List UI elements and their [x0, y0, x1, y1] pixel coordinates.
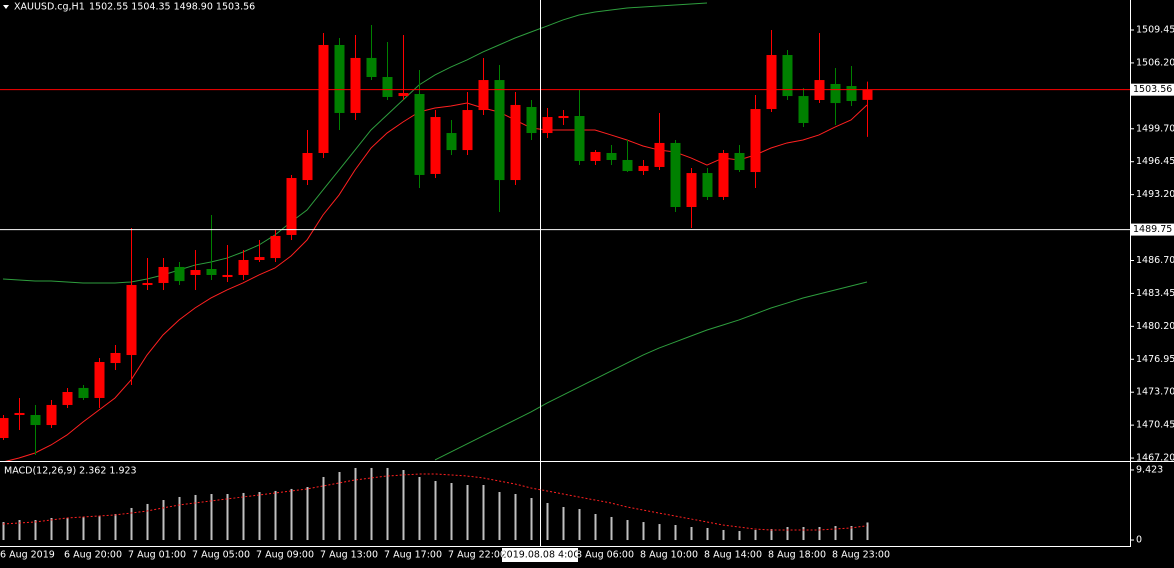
candle-body — [558, 116, 569, 119]
candle-body — [478, 80, 489, 111]
candle-body — [366, 57, 377, 78]
candle-body — [286, 178, 297, 235]
candle-body — [526, 106, 537, 134]
macd-panel — [2, 467, 869, 541]
candle-body — [446, 133, 457, 151]
y-tick-label: 1496.45 — [1136, 156, 1174, 167]
x-tick-label: 7 Aug 22:00 — [448, 550, 506, 561]
y-tick-label: 0 — [1136, 535, 1142, 546]
x-tick-label: 8 Aug 23:00 — [832, 550, 890, 561]
candle-body — [862, 89, 873, 100]
candle-body — [0, 418, 9, 439]
macd-title: MACD(12,26,9) 2.362 1.923 — [4, 466, 137, 477]
candle-body — [334, 44, 345, 113]
x-tick-label: 8 Aug 18:00 — [768, 550, 826, 561]
candle-body — [574, 116, 585, 161]
candle-body — [382, 77, 393, 97]
candle-body — [190, 270, 201, 275]
candle-body — [94, 362, 105, 398]
candle-body — [318, 44, 329, 153]
candle-body — [686, 173, 697, 207]
y-tick-label: 1473.70 — [1136, 387, 1174, 398]
x-tick-label: 8 Aug 14:00 — [704, 550, 762, 561]
ohlc: 1502.55 1504.35 1498.90 1503.56 — [89, 2, 255, 13]
candle-body — [494, 80, 505, 181]
menu-arrow[interactable] — [3, 5, 9, 9]
candle-body — [62, 392, 73, 405]
candle-body — [174, 266, 185, 282]
y-tick-label: 1476.95 — [1136, 354, 1174, 365]
candle-body — [830, 83, 841, 104]
y-tick-label: 1499.70 — [1136, 123, 1174, 134]
candle-body — [30, 415, 41, 426]
candle-body — [510, 104, 521, 181]
indicator-line — [434, 281, 868, 461]
current-price-label: 1503.56 — [1133, 84, 1172, 95]
current-price-box — [1131, 83, 1174, 96]
x-tick-label: 6 Aug 20:00 — [64, 550, 122, 561]
candle-body — [206, 269, 217, 275]
candle-body — [542, 117, 553, 134]
y-tick-label: 1467.20 — [1136, 453, 1174, 464]
x-tick-label: 7 Aug 05:00 — [192, 550, 250, 561]
candle-body — [398, 93, 409, 97]
candle-body — [734, 152, 745, 171]
crosshair-price-box — [1131, 223, 1174, 236]
candle-body — [78, 387, 89, 398]
crosshair-time-box — [502, 548, 578, 562]
candle-body — [430, 117, 441, 174]
candle-body — [670, 142, 681, 207]
symbol: XAUUSD.cg,H1 — [14, 2, 85, 13]
candle-body — [798, 96, 809, 124]
y-tick-label: 9.423 — [1136, 464, 1163, 475]
candle-body — [142, 282, 153, 286]
x-tick-label: 7 Aug 13:00 — [320, 550, 378, 561]
x-tick-label: 7 Aug 17:00 — [384, 550, 442, 561]
crosshair-time-label: 2019.08.08 4:00 — [501, 550, 580, 561]
candle-body — [654, 142, 665, 167]
candle-body — [414, 94, 425, 175]
candle-body — [590, 151, 601, 161]
candle-body — [462, 110, 473, 151]
candle-body — [622, 159, 633, 172]
candle-body — [638, 165, 649, 172]
y-tick-label: 1470.45 — [1136, 420, 1174, 431]
y-tick-label: 1493.20 — [1136, 189, 1174, 200]
indicator-line — [2, 2, 708, 284]
candle-body — [110, 352, 121, 364]
signal-line — [2, 473, 868, 531]
candle-body — [14, 412, 25, 416]
x-tick-label: 7 Aug 09:00 — [256, 550, 314, 561]
candle-body — [702, 173, 713, 197]
candle-body — [302, 152, 313, 181]
x-tick-label: 7 Aug 01:00 — [128, 550, 186, 561]
candle-body — [350, 57, 361, 113]
y-tick-label: 1486.70 — [1136, 255, 1174, 266]
x-tick-label: 6 Aug 2019 — [0, 550, 55, 561]
candle-body — [270, 235, 281, 259]
candle-body — [46, 404, 57, 426]
candle-body — [254, 257, 265, 260]
y-tick-label: 1480.20 — [1136, 321, 1174, 332]
crosshair-price-label: 1489.75 — [1133, 224, 1172, 235]
candle-body — [222, 274, 233, 278]
price-panel — [0, 2, 873, 461]
candle-body — [750, 109, 761, 173]
candle-body — [718, 152, 729, 197]
candle-body — [846, 86, 857, 102]
candle-body — [782, 55, 793, 97]
y-tick-label: 1509.45 — [1136, 24, 1174, 35]
candle-body — [238, 259, 249, 275]
candle-body — [158, 266, 169, 283]
y-tick-label: 1483.45 — [1136, 288, 1174, 299]
y-tick-label: 1506.20 — [1136, 57, 1174, 68]
x-tick-label: 8 Aug 06:00 — [576, 550, 634, 561]
x-tick-label: 8 Aug 10:00 — [640, 550, 698, 561]
candle-body — [606, 152, 617, 160]
candle-body — [126, 285, 137, 356]
candle-body — [766, 55, 777, 110]
